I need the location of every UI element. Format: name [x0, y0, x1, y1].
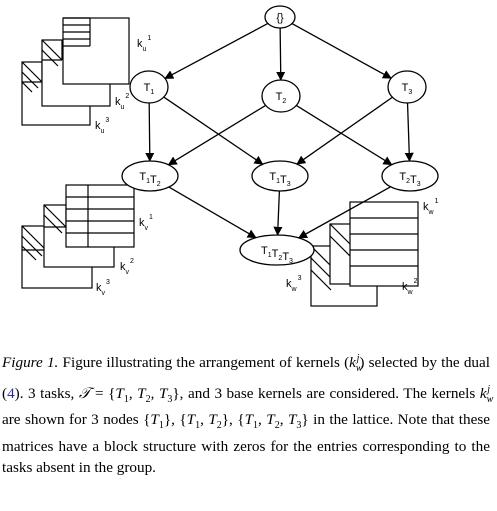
- caption-task-set-symbol: 𝒯: [78, 384, 91, 402]
- node-ellipse: [264, 5, 296, 29]
- kernel-label-v3: kv3: [96, 279, 110, 297]
- caption-text: }, {: [163, 411, 187, 429]
- edge-t1-t1t3: [163, 96, 264, 165]
- node-t3: T3: [387, 70, 427, 104]
- node-label: {}: [276, 12, 284, 24]
- edge-t2t3-t1t2t3: [297, 186, 391, 239]
- kernel-label-u2: ku2: [115, 93, 129, 111]
- kernel-matrices: [21, 17, 419, 307]
- edge-t1t2-t1t2t3: [168, 186, 257, 239]
- node-label: T2T3: [399, 171, 420, 188]
- matrix-diagonal: [21, 81, 33, 93]
- kernel-matrix-ku1: [62, 17, 130, 85]
- kernel-label-u3: ku3: [95, 117, 109, 135]
- node-t2: T2: [261, 79, 301, 113]
- caption-text: are shown for 3 nodes {: [2, 411, 151, 429]
- node-label: T2: [276, 91, 287, 105]
- edge-t3-t2t3: [404, 102, 414, 162]
- node-ellipse: [121, 160, 179, 192]
- lattice-edges: [145, 22, 414, 239]
- caption-ref-link[interactable]: 4: [7, 384, 15, 402]
- edge-t2-t1t2: [167, 104, 266, 166]
- node-root: {}: [264, 5, 296, 29]
- matrix-diagonal: [43, 214, 63, 234]
- caption-text: = {: [90, 384, 116, 402]
- caption-text: ). 3 tasks,: [14, 384, 79, 402]
- matrix-diagonal: [21, 245, 37, 261]
- node-ellipse: [251, 160, 309, 192]
- caption-label: Figure 1.: [2, 354, 59, 372]
- caption-text: }, and 3 base kernels are considered. Th…: [172, 384, 480, 402]
- kernel-label-w1: kw1: [423, 198, 439, 216]
- kernel-label-v2: kv2: [120, 258, 134, 276]
- node-label: T1T3: [269, 171, 290, 188]
- edge-t3-t1t3: [296, 96, 393, 165]
- matrix-diagonal: [21, 71, 39, 89]
- caption-text: }, {: [221, 411, 245, 429]
- figure-caption: Figure 1. Figure illustrating the arrang…: [2, 353, 494, 476]
- caption-text: } in the lattice. Note that these matric…: [2, 411, 491, 476]
- matrix-diagonal: [21, 235, 43, 257]
- matrix-diagonal: [41, 49, 59, 67]
- node-label: T1: [144, 82, 155, 96]
- edge-t1t3-t1t2t3: [273, 190, 283, 236]
- kernel-matrix-kv1: [65, 184, 135, 248]
- node-t1: T1: [129, 70, 169, 104]
- node-t1t3: T1T3: [251, 160, 309, 192]
- matrix-diagonal: [21, 61, 43, 83]
- kernel-label-u1: ku1: [137, 35, 151, 53]
- caption-kernel-symbol: kwj: [479, 383, 494, 405]
- matrix-diagonal: [41, 39, 63, 61]
- edge-t1-t1t2: [145, 102, 155, 162]
- kernel-label-v1: kv1: [139, 214, 153, 232]
- kernel-matrix-kw1: [349, 201, 419, 287]
- edge-root-t2: [276, 27, 286, 81]
- caption-text: Figure illustrating the arrangement of k…: [58, 354, 350, 372]
- node-ellipse: [381, 160, 439, 192]
- node-t1t2: T1T2: [121, 160, 179, 192]
- edge-root-t3: [291, 23, 392, 79]
- matrix-diagonal: [21, 225, 47, 251]
- edge-t2-t2t3: [295, 104, 393, 166]
- kernel-label-w3: kw3: [286, 275, 302, 293]
- matrix-diagonal: [310, 269, 332, 291]
- node-ellipse: [387, 70, 427, 104]
- node-t1t2t3: T1T2T3: [239, 234, 315, 266]
- node-t2t3: T2T3: [381, 160, 439, 192]
- node-ellipse: [239, 234, 315, 266]
- node-label: T1T2T3: [261, 245, 293, 265]
- node-label: T1T2: [139, 171, 160, 188]
- caption-text: ) selected by the dual (: [2, 354, 490, 402]
- caption-kernel-symbol: kwj: [349, 353, 363, 375]
- kernel-label-w2: kw2: [402, 278, 418, 296]
- kernel-labels: ku1 ku2 ku3 kv1 kv2 kv3 kw1 kw2 kw3: [95, 35, 439, 297]
- node-label: T3: [402, 82, 413, 96]
- node-ellipse: [261, 79, 301, 113]
- edge-root-t1: [164, 22, 269, 80]
- node-ellipse: [129, 70, 169, 104]
- matrix-diagonal: [43, 204, 67, 228]
